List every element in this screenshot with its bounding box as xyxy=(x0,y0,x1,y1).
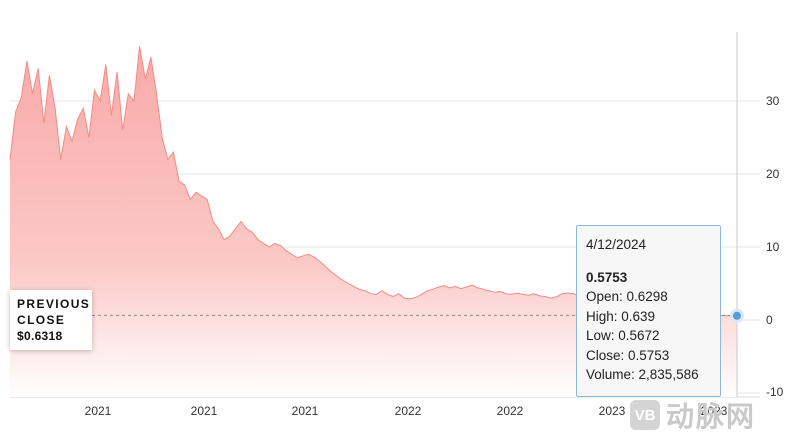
y-axis-ticks: 0 10 20 30 -10 xyxy=(766,94,784,399)
price-tooltip: 4/12/2024 0.5753 Open: 0.6298 High: 0.63… xyxy=(576,225,721,397)
previous-close-line1: PREVIOUS xyxy=(17,297,91,311)
watermark-logo-icon: VB xyxy=(630,400,660,430)
tooltip-close: Close: 0.5753 xyxy=(586,347,670,363)
previous-close-label: PREVIOUS CLOSE $0.6318 xyxy=(10,290,92,350)
tooltip-high: High: 0.639 xyxy=(586,308,656,324)
x-tick-label: 2022 xyxy=(497,404,524,418)
x-tick-label: 2021 xyxy=(292,404,319,418)
tooltip-date: 4/12/2024 xyxy=(586,237,647,252)
y-tick-label: 20 xyxy=(766,167,780,181)
tooltip-low: Low: 0.5672 xyxy=(586,328,660,343)
y-tick-label: 30 xyxy=(766,94,780,108)
hover-marker[interactable] xyxy=(730,308,744,323)
x-tick-label: 2021 xyxy=(191,404,218,418)
tooltip-open: Open: 0.6298 xyxy=(586,289,668,304)
x-tick-label: 2023 xyxy=(701,404,728,418)
watermark: VB 动脉网 xyxy=(630,394,800,436)
y-tick-label: 0 xyxy=(766,313,773,327)
previous-close-line2: CLOSE xyxy=(17,313,66,327)
x-tick-label: 2021 xyxy=(85,404,112,418)
x-tick-label: 2022 xyxy=(395,404,422,418)
price-area xyxy=(10,46,737,398)
tooltip-price: 0.5753 xyxy=(586,269,628,285)
y-tick-label: -10 xyxy=(766,385,784,399)
y-tick-label: 10 xyxy=(766,240,780,254)
watermark-text: 动脉网 xyxy=(666,401,757,432)
previous-close-value: $0.6318 xyxy=(17,329,63,343)
x-axis-ticks: 2021 2021 2021 2022 2022 2023 2023 xyxy=(85,404,728,418)
x-tick-label: 2023 xyxy=(599,404,626,418)
tooltip-volume: Volume: 2,835,586 xyxy=(586,367,699,382)
